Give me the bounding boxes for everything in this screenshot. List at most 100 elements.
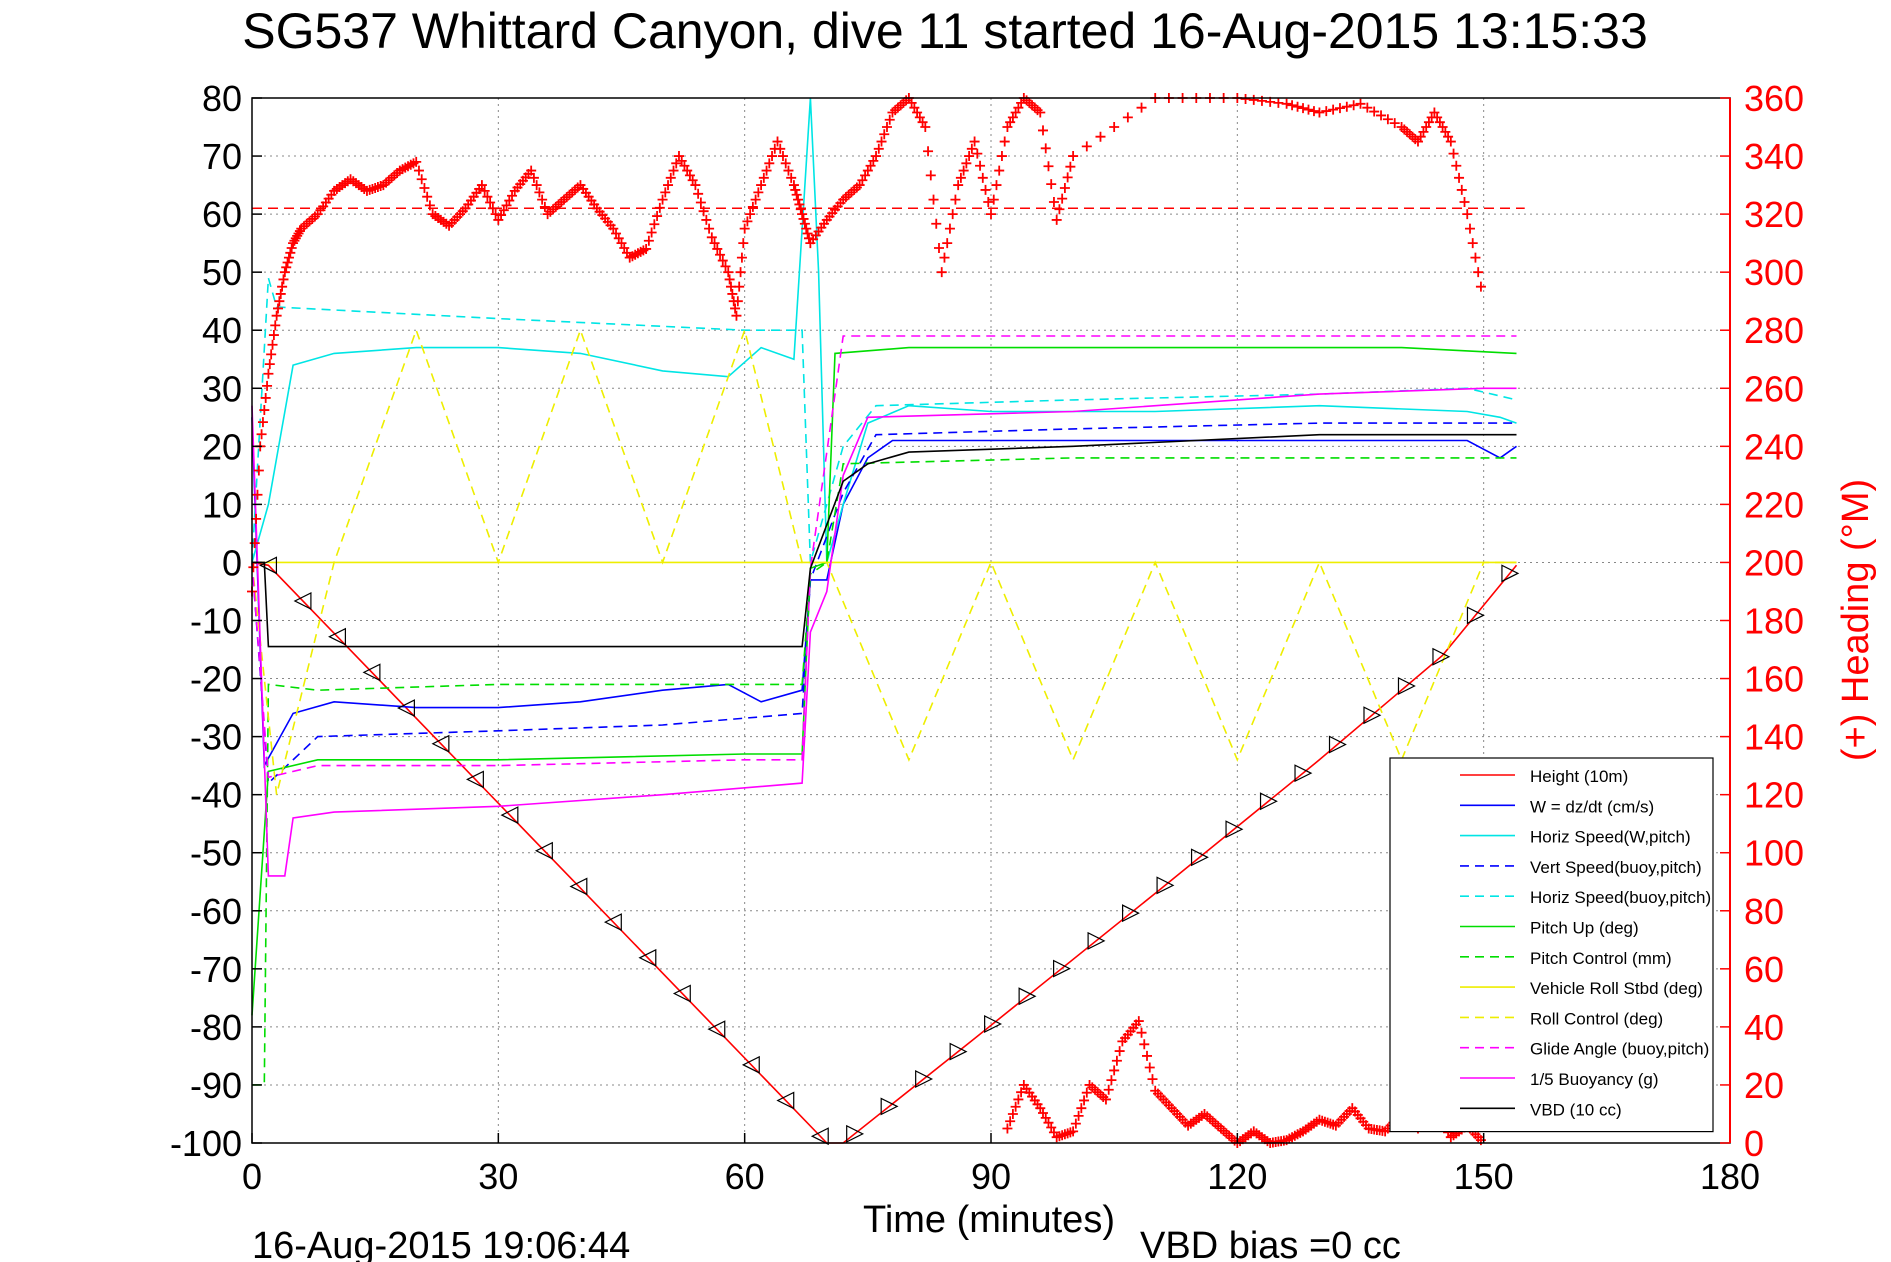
heading-point [1048, 197, 1059, 208]
heading-point [1298, 103, 1309, 114]
y2-tick-label: 100 [1744, 833, 1804, 874]
height-marker [638, 948, 657, 967]
y-tick-label: 80 [202, 78, 242, 119]
heading-point [256, 429, 267, 440]
heading-point [969, 136, 980, 147]
heading-point [671, 158, 682, 169]
height-marker [1053, 959, 1071, 978]
heading-point [742, 216, 753, 227]
heading-point [1002, 1123, 1013, 1134]
heading-point [799, 218, 810, 229]
y-tick-label: -10 [190, 601, 242, 642]
x-tick-label: 120 [1207, 1156, 1267, 1197]
x-tick-label: 0 [242, 1156, 262, 1197]
heading-point [251, 513, 262, 524]
y-tick-label: 50 [202, 252, 242, 293]
heading-point [1473, 267, 1484, 278]
heading-point [738, 238, 749, 249]
heading-point [259, 405, 270, 416]
x-tick-label: 180 [1700, 1156, 1760, 1197]
heading-point [879, 129, 890, 140]
legend-label: 1/5 Buoyancy (g) [1530, 1070, 1659, 1089]
heading-point [788, 180, 799, 191]
heading-point [253, 465, 264, 476]
legend-label: VBD (10 cc) [1530, 1100, 1622, 1119]
heading-point [871, 151, 882, 162]
heading-point [534, 187, 545, 198]
heading-point [262, 380, 273, 391]
heading-point [1445, 136, 1456, 147]
heading-point [411, 156, 422, 167]
legend-label: W = dz/dt (cm/s) [1530, 797, 1654, 816]
heading-point [980, 184, 991, 195]
y2-tick-label: 260 [1744, 368, 1804, 409]
heading-point [413, 165, 424, 176]
heading-point [720, 261, 731, 272]
height-marker [1397, 677, 1416, 695]
heading-point [731, 310, 742, 321]
heading-point [704, 223, 715, 234]
heading-point [958, 165, 969, 176]
height-marker [846, 1124, 865, 1143]
y-tick-label: 10 [202, 484, 242, 525]
heading-point [798, 213, 809, 224]
heading-point [876, 136, 887, 147]
heading-point [944, 223, 955, 234]
series-line-8 [251, 327, 1517, 795]
height-marker [1328, 735, 1347, 754]
height-marker [810, 1127, 829, 1146]
heading-point [278, 274, 289, 285]
heading-point [745, 209, 756, 220]
chart-title: SG537 Whittard Canyon, dive 11 started 1… [242, 3, 1648, 59]
heading-point [690, 180, 701, 191]
heading-point [1079, 1095, 1090, 1106]
heading-point [1142, 1050, 1153, 1061]
height-marker [707, 1020, 726, 1039]
height-marker [466, 770, 484, 789]
series-line-10 [251, 387, 1517, 877]
heading-point [665, 172, 676, 183]
heading-point [988, 194, 999, 205]
height-marker [534, 841, 553, 860]
height-marker [569, 877, 588, 896]
heading-point [961, 158, 972, 169]
heading-point [739, 223, 750, 234]
y-tick-label: 0 [222, 542, 242, 583]
heading-point [706, 232, 717, 243]
heading-point [727, 288, 738, 299]
heading-point [724, 274, 735, 285]
heading-point [663, 180, 674, 191]
heading-point [1144, 1062, 1155, 1073]
heading-point [991, 180, 1002, 191]
heading-point [1467, 238, 1478, 249]
heading-point [920, 122, 931, 133]
heading-point [780, 158, 791, 169]
y-tick-label: -20 [190, 659, 242, 700]
heading-point [422, 191, 433, 202]
heading-point [933, 242, 944, 253]
series-line-5 [251, 346, 1517, 1016]
height-marker [1294, 764, 1313, 783]
heading-point [1308, 106, 1319, 117]
vbd-bias-label: VBD bias =0 cc [1140, 1225, 1401, 1262]
y-tick-label: 40 [202, 310, 242, 351]
heading-point [274, 296, 285, 307]
heading-point [539, 201, 550, 212]
heading-point [1281, 98, 1292, 109]
heading-point [730, 303, 741, 314]
y-axis-right-label: (+) Heading (°M) [1835, 479, 1877, 761]
heading-point [1292, 101, 1303, 112]
heading-point [1043, 161, 1054, 172]
heading-point [936, 267, 947, 278]
y2-tick-label: 200 [1744, 542, 1804, 583]
y2-tick-label: 300 [1744, 252, 1804, 293]
heading-point [1057, 193, 1068, 204]
legend-label: Height (10m) [1530, 767, 1628, 786]
heading-point [698, 206, 709, 217]
height-marker [1225, 820, 1244, 839]
heading-point [1040, 143, 1051, 154]
y2-tick-label: 140 [1744, 717, 1804, 758]
heading-point [267, 339, 278, 350]
height-marker [293, 592, 312, 610]
heading-point [1095, 131, 1106, 142]
